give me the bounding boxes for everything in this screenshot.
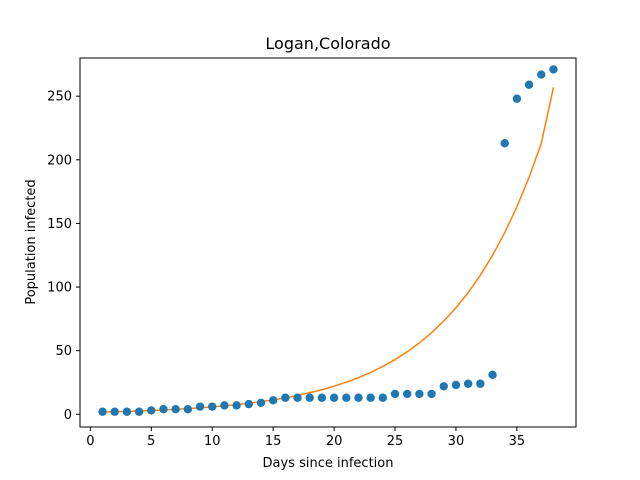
data-point [439,382,448,391]
data-point [378,393,388,402]
y-tick-label: 150 [47,217,72,232]
data-point [549,65,558,74]
data-point [317,393,327,402]
data-point [390,389,400,399]
data-point [171,404,180,414]
data-point [244,399,253,409]
y-axis-title: Population infected [24,179,39,304]
x-tick-label: 5 [147,434,155,449]
y-tick-label: 250 [47,90,72,105]
data-point [366,393,375,402]
y-tick-label: 50 [55,344,72,359]
x-tick-label: 30 [448,434,465,449]
data-point [500,139,509,148]
data-point [354,393,363,402]
data-point [147,406,156,415]
data-point [268,396,278,405]
data-point [415,389,424,399]
y-tick-label: 0 [64,408,72,423]
x-axis-title: Days since infection [263,456,394,471]
x-tick-label: 20 [326,434,343,449]
data-point [256,398,266,408]
data-point [293,393,302,402]
data-point [537,70,546,79]
data-point [134,407,144,416]
plot-area [98,65,558,416]
data-point [195,402,205,411]
y-tick-label: 200 [47,153,72,168]
axes-frame [79,57,577,428]
data-point [159,404,168,414]
x-tick-label: 15 [265,434,282,449]
x-tick-label: 25 [387,434,404,449]
data-point [232,401,241,410]
data-point [281,393,290,402]
data-point [183,404,193,414]
data-point [305,393,314,402]
data-point [524,80,534,89]
data-point [403,389,412,399]
data-point [427,389,436,399]
data-point [342,393,351,402]
data-point [488,370,497,380]
axes: 0 5 10 15 20 25 30 35 0 50 100 150 200 250 [47,57,577,449]
data-point [98,407,107,416]
x-tick-label: 10 [204,434,221,449]
data-point [451,380,461,390]
x-tick-label: 35 [509,434,526,449]
data-point [220,401,229,410]
data-point [208,402,217,411]
data-point [476,379,485,388]
data-point [463,379,473,388]
y-tick-label: 100 [47,281,72,296]
data-point [512,94,522,103]
x-tick-label: 0 [86,434,94,449]
data-point [329,393,339,402]
data-point [110,407,119,416]
data-point [122,407,132,416]
fit-line [102,87,555,413]
chart-title: Logan,Colorado [265,34,390,53]
